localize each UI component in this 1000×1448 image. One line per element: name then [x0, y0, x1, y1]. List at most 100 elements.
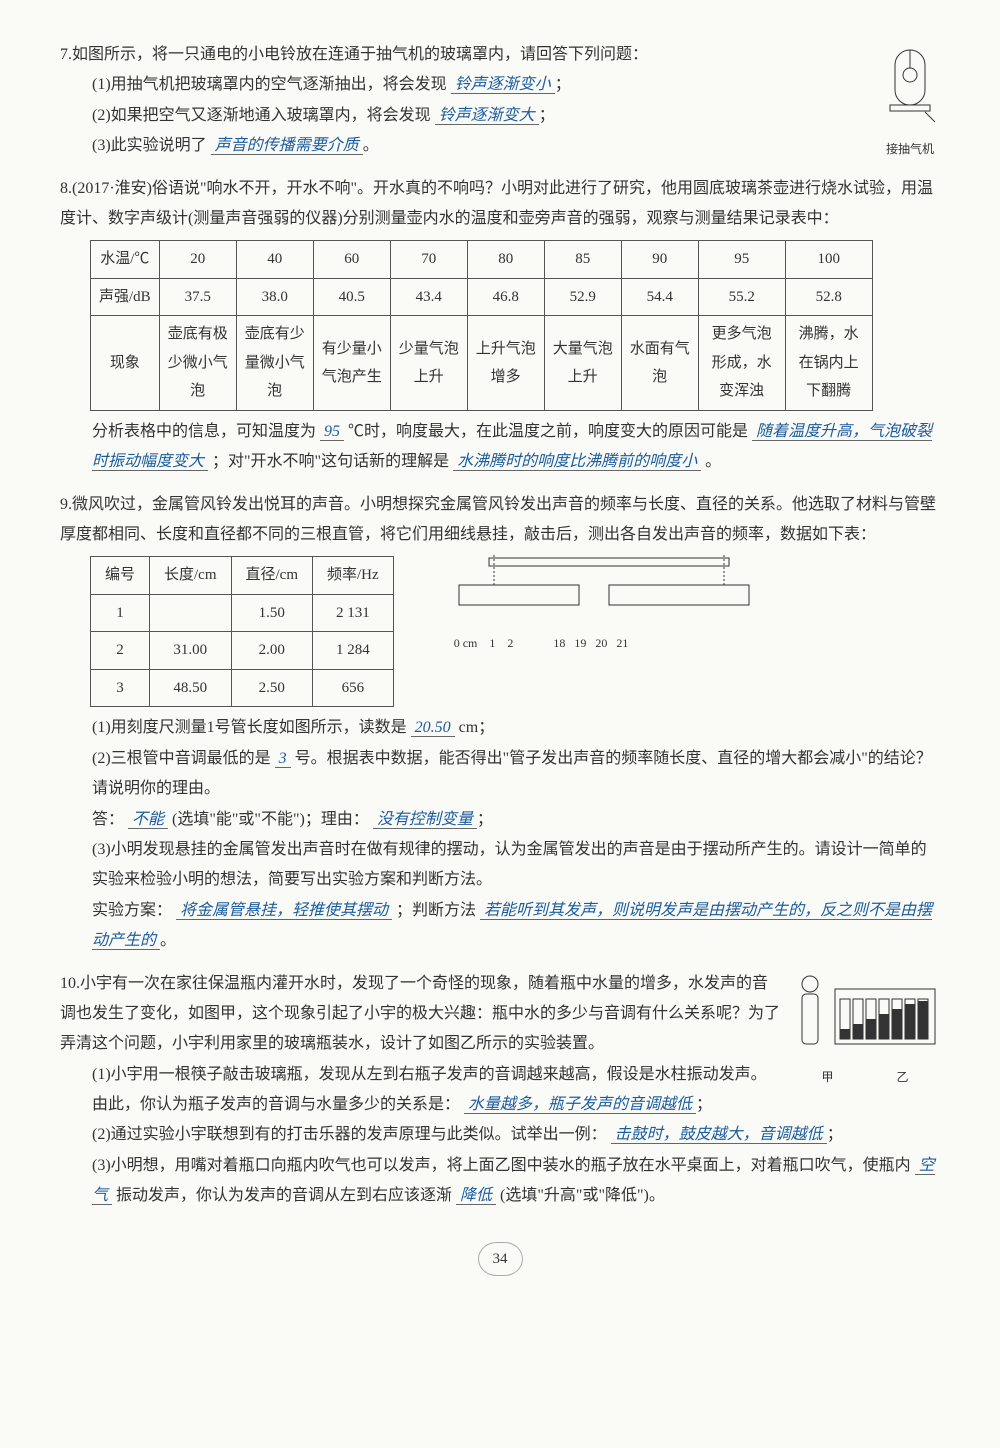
cell: 1 284 [313, 632, 394, 670]
page-number-value: 34 [478, 1242, 523, 1277]
cell [150, 594, 232, 632]
text: ℃时，响度最大，在此温度之前，响度变大的原因可能是 [348, 423, 748, 440]
cell: 2 [91, 632, 150, 670]
cell: 31.00 [150, 632, 232, 670]
q10-p3-answer2: 降低 [456, 1187, 496, 1205]
text: (2)三根管中音调最低的是 [92, 750, 271, 767]
q9-p2-answer: 3 [275, 750, 291, 768]
cell: 2.50 [231, 669, 313, 707]
q7-p1-lead: (1)用抽气机把玻璃罩内的空气逐渐抽出，将会发现 [92, 76, 447, 93]
q7-p1-answer: 铃声逐渐变小 [451, 76, 555, 94]
text: (选填"能"或"不能")；理由： [172, 811, 369, 828]
q9-part1: (1)用刻度尺测量1号管长度如图所示，读数是 20.50 cm； [60, 713, 940, 743]
cell: 90 [621, 241, 698, 279]
question-10: 甲 乙 10.小宇有一次在家往保温瓶内灌开水时，发现了一个奇怪的现象，随着瓶中水… [60, 969, 940, 1212]
cell: 现象 [91, 316, 160, 411]
cell: 100 [785, 241, 872, 279]
text: 振动发声，你认为发声的音调从左到右应该逐渐 [116, 1187, 452, 1204]
cell: 70 [390, 241, 467, 279]
text: (3)小明发现悬挂的金属管发出声音时在做有规律的摆动，认为金属管发出的声音是由于… [92, 841, 927, 888]
cell: 水温/℃ [91, 241, 160, 279]
q8-table: 水温/℃ 20 40 60 70 80 85 90 95 100 声强/dB 3… [90, 240, 873, 411]
ruler-figure: 0 cm 1 2 18 19 20 21 [454, 550, 754, 654]
cell: 52.9 [544, 278, 621, 316]
cell: 水面有气泡 [621, 316, 698, 411]
q7-p3-lead: (3)此实验说明了 [92, 137, 207, 154]
q9-p2a-answer: 不能 [128, 811, 168, 829]
q7-part2: (2)如果把空气又逐渐地通入玻璃罩内，将会发现 铃声逐渐变大； [60, 101, 940, 131]
cell: 55.2 [698, 278, 785, 316]
bell-jar-icon [885, 40, 935, 130]
q10-label-right: 乙 [896, 1066, 908, 1089]
cell: 40 [236, 241, 313, 279]
bottles-icon [790, 969, 940, 1059]
cell: 壶底有少量微小气泡 [236, 316, 313, 411]
q7-figure-label: 接抽气机 [880, 138, 940, 161]
text: (1)用刻度尺测量1号管长度如图所示，读数是 [92, 719, 407, 736]
q10-part3: (3)小明想，用嘴对着瓶口向瓶内吹气也可以发声，将上面乙图中装水的瓶子放在水平桌… [60, 1151, 940, 1212]
cell: 1.50 [231, 594, 313, 632]
q10-part2: (2)通过实验小宇联想到有的打击乐器的发声原理与此类似。试举出一例： 击鼓时，鼓… [60, 1120, 940, 1150]
cell: 3 [91, 669, 150, 707]
table-row: 水温/℃ 20 40 60 70 80 85 90 95 100 [91, 241, 873, 279]
question-8: 8.(2017·淮安)俗语说"响水不开，开水不响"。开水真的不响吗？小明对此进行… [60, 174, 940, 478]
cell: 少量气泡上升 [390, 316, 467, 411]
q7-figure: 接抽气机 [880, 40, 940, 161]
q10-figure: 甲 乙 [790, 969, 940, 1079]
text: 答： [92, 811, 124, 828]
q7-p3-answer: 声音的传播需要介质 [211, 137, 363, 155]
cell: 80 [467, 241, 544, 279]
cell: 40.5 [313, 278, 390, 316]
table-row: 3 48.50 2.50 656 [91, 669, 394, 707]
cell: 38.0 [236, 278, 313, 316]
text: 。 [705, 453, 721, 470]
text: cm； [459, 719, 495, 736]
q9-part3: (3)小明发现悬挂的金属管发出声音时在做有规律的摆动，认为金属管发出的声音是由于… [60, 835, 940, 957]
q10-p1-answer: 水量越多，瓶子发声的音调越低 [464, 1096, 696, 1114]
question-9: 9.微风吹过，金属管风铃发出悦耳的声音。小明想探究金属管风铃发出声音的频率与长度… [60, 490, 940, 957]
cell: 95 [698, 241, 785, 279]
cell: 1 [91, 594, 150, 632]
cell: 52.8 [785, 278, 872, 316]
q9-p1-answer: 20.50 [411, 719, 455, 737]
q9-table: 编号 长度/cm 直径/cm 频率/Hz 1 1.50 2 131 2 31.0… [90, 556, 394, 707]
cell: 20 [159, 241, 236, 279]
text: (2)通过实验小宇联想到有的打击乐器的发声原理与此类似。试举出一例： [92, 1126, 607, 1143]
q9-p2a-answer2: 没有控制变量 [373, 811, 477, 829]
cell: 2 131 [313, 594, 394, 632]
cell: 大量气泡上升 [544, 316, 621, 411]
table-row: 2 31.00 2.00 1 284 [91, 632, 394, 670]
cell: 壶底有极少微小气泡 [159, 316, 236, 411]
cell: 直径/cm [231, 557, 313, 595]
q10-label-left: 甲 [821, 1066, 833, 1089]
cell: 60 [313, 241, 390, 279]
cell: 长度/cm [150, 557, 232, 595]
q8-ans1: 95 [320, 423, 344, 441]
text: (3)小明想，用嘴对着瓶口向瓶内吹气也可以发声，将上面乙图中装水的瓶子放在水平桌… [92, 1157, 911, 1174]
text: ；对"开水不响"这句话新的理解是 [212, 453, 449, 470]
q7-part3: (3)此实验说明了 声音的传播需要介质。 [60, 131, 940, 161]
cell: 更多气泡形成，水变浑浊 [698, 316, 785, 411]
q7-p2-lead: (2)如果把空气又逐渐地通入玻璃罩内，将会发现 [92, 107, 431, 124]
table-row: 现象 壶底有极少微小气泡 壶底有少量微小气泡 有少量小气泡产生 少量气泡上升 上… [91, 316, 873, 411]
q7-part1: (1)用抽气机把玻璃罩内的空气逐渐抽出，将会发现 铃声逐渐变小； [60, 70, 940, 100]
cell: 656 [313, 669, 394, 707]
cell: 46.8 [467, 278, 544, 316]
q9-p3-plan-answer: 将金属管悬挂，轻推使其摆动 [176, 902, 392, 920]
q10-stem: 10.小宇有一次在家往保温瓶内灌开水时，发现了一个奇怪的现象，随着瓶中水量的增多… [60, 975, 780, 1053]
cell: 声强/dB [91, 278, 160, 316]
cell: 48.50 [150, 669, 232, 707]
cell: 编号 [91, 557, 150, 595]
table-row: 编号 长度/cm 直径/cm 频率/Hz [91, 557, 394, 595]
question-7: 接抽气机 7.如图所示，将一只通电的小电铃放在连通于抽气机的玻璃罩内，请回答下列… [60, 40, 940, 162]
q9-part2: (2)三根管中音调最低的是 3 号。根据表中数据，能否得出"管子发出声音的频率随… [60, 744, 940, 835]
q9-stem: 9.微风吹过，金属管风铃发出悦耳的声音。小明想探究金属管风铃发出声音的频率与长度… [60, 496, 936, 543]
cell: 85 [544, 241, 621, 279]
ruler-right-label: 18 19 20 21 [553, 632, 628, 655]
q8-ans3: 水沸腾时的响度比沸腾前的响度小 [453, 453, 701, 471]
cell: 37.5 [159, 278, 236, 316]
q7-stem: 7.如图所示，将一只通电的小电铃放在连通于抽气机的玻璃罩内，请回答下列问题： [60, 46, 648, 63]
cell: 54.4 [621, 278, 698, 316]
ruler-icon [454, 550, 754, 620]
cell: 上升气泡增多 [467, 316, 544, 411]
